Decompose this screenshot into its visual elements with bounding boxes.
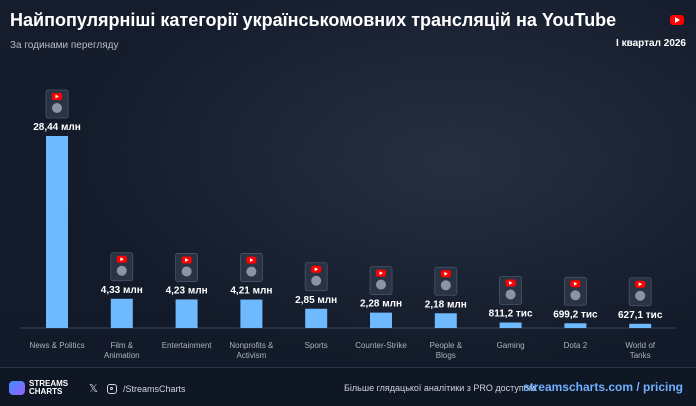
world-of-tanks-icon — [628, 277, 652, 307]
value-label: 28,44 млн — [33, 122, 81, 133]
dota-2-icon — [564, 276, 587, 306]
x-icon[interactable]: 𝕏 — [89, 383, 98, 395]
entertainment-icon — [175, 253, 199, 282]
bar-3 — [240, 299, 263, 328]
category-label: Nonprofits & — [229, 341, 274, 350]
value-label: 2,18 млн — [425, 299, 467, 310]
footer-divider — [0, 367, 696, 368]
bar-6 — [434, 313, 457, 328]
sports-icon — [304, 262, 328, 292]
bar-1 — [110, 298, 133, 328]
category-label: Film & — [110, 341, 133, 350]
bar-0 — [46, 136, 68, 328]
streams-charts-logo[interactable]: STREAMS CHARTS — [9, 380, 73, 396]
social-links: 𝕏 /StreamsCharts — [89, 382, 186, 395]
bar-4 — [305, 308, 328, 328]
bar-8 — [564, 323, 587, 328]
value-label: 699,2 тис — [553, 309, 598, 320]
category-label: Animation — [104, 351, 140, 360]
chart-title: Найпопулярніші категорії українськомовни… — [10, 10, 617, 30]
youtube-icon — [670, 15, 684, 25]
film-animation-icon — [110, 252, 134, 282]
footer: STREAMS CHARTS 𝕏 /StreamsCharts Більше г… — [0, 368, 696, 406]
category-label: Activism — [237, 351, 267, 360]
category-label: News & Politics — [29, 341, 84, 350]
chart-subtitle: За годинами перегляду — [10, 40, 119, 51]
category-label: Counter-Strike — [355, 341, 407, 350]
promo-text: Більше глядацької аналітики з PRO доступ… — [344, 383, 538, 393]
streams-charts-icon — [9, 381, 25, 395]
bar-5 — [370, 312, 392, 328]
bar-7 — [499, 322, 522, 328]
nonprofits-activism-icon — [239, 253, 263, 282]
category-label: Dota 2 — [564, 341, 588, 350]
value-label: 4,23 млн — [166, 285, 208, 296]
category-label: Tanks — [630, 351, 651, 360]
category-label: World of — [625, 341, 655, 350]
value-label: 2,85 млн — [295, 295, 337, 306]
category-label: Gaming — [497, 341, 525, 350]
category-label: People & — [430, 341, 463, 350]
category-label: Entertainment — [162, 341, 213, 350]
pricing-link[interactable]: streamscharts.com / pricing — [522, 380, 683, 394]
value-label: 4,33 млн — [101, 285, 143, 296]
category-label: Sports — [305, 341, 328, 350]
category-label: Blogs — [436, 351, 456, 360]
news-politics-icon — [45, 89, 69, 119]
bar-chart: 28,44 млн News & Politics 4,33 млн Film &An… — [20, 89, 676, 360]
value-label: 2,28 млн — [360, 299, 402, 310]
bar-2 — [175, 299, 198, 328]
instagram-icon[interactable] — [107, 383, 117, 394]
brand-name: STREAMS CHARTS — [29, 379, 69, 396]
gaming-icon — [499, 276, 523, 305]
people-blogs-icon — [434, 266, 458, 296]
period-label: I квартал 2026 — [616, 38, 686, 49]
value-label: 627,1 тис — [618, 310, 663, 321]
value-label: 4,21 млн — [230, 286, 272, 297]
social-handle[interactable]: /StreamsCharts — [123, 383, 186, 394]
value-label: 811,2 тис — [489, 309, 533, 320]
counter-strike-icon — [369, 266, 393, 296]
bar-9 — [629, 323, 652, 328]
